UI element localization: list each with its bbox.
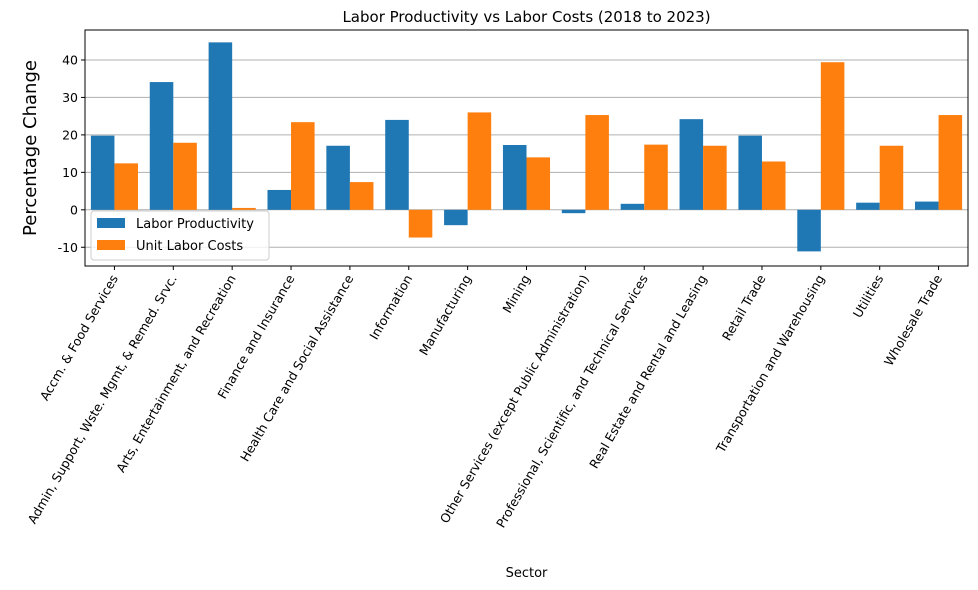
legend-swatch-labor-productivity: [97, 218, 125, 228]
bar-unit-labor-costs: [349, 182, 374, 210]
bar-unit-labor-costs: [879, 145, 904, 210]
bar-labor-productivity: [797, 209, 821, 252]
bar-labor-productivity: [208, 42, 233, 210]
bar-unit-labor-costs: [291, 122, 315, 210]
legend-label-labor-productivity: Labor Productivity: [136, 217, 254, 232]
bar-labor-productivity: [149, 82, 174, 210]
bars: [90, 42, 963, 252]
bar-unit-labor-costs: [761, 161, 786, 210]
legend-box: [90, 210, 270, 261]
bar-unit-labor-costs: [408, 209, 433, 238]
bar-labor-productivity: [444, 209, 468, 226]
bar-unit-labor-costs: [232, 207, 256, 210]
y-axis-label: Percentage Change: [20, 60, 41, 236]
bar-unit-labor-costs: [703, 145, 727, 210]
y-tick-label: 40: [62, 52, 78, 67]
x-tick-label: Utilities: [850, 272, 887, 320]
y-tick-label: 30: [62, 90, 78, 105]
x-tick-label: Information: [366, 272, 415, 342]
bar-labor-productivity: [90, 135, 115, 210]
legend-swatch-unit-labor-costs: [97, 240, 125, 250]
y-tick-label: 10: [62, 165, 78, 180]
y-tick-label: -10: [58, 240, 78, 255]
plot-frame: [84, 29, 969, 267]
y-tick-labels: -10 0 10 20 30 40: [58, 52, 78, 254]
bar-unit-labor-costs: [938, 115, 963, 210]
bar-labor-productivity: [856, 202, 880, 210]
bar-labor-productivity: [915, 201, 939, 210]
x-tick-label: Health Care and Social Assistance: [237, 272, 357, 464]
legend-label-unit-labor-costs: Unit Labor Costs: [136, 239, 243, 254]
chart-title: Labor Productivity vs Labor Costs (2018 …: [342, 8, 710, 26]
bar-unit-labor-costs: [467, 112, 492, 210]
bar-labor-productivity: [502, 145, 527, 210]
x-tick-label: Manufacturing: [416, 272, 474, 358]
y-tick-label: 0: [70, 202, 78, 217]
x-tick-label: Arts, Entertainment, and Recreation: [113, 272, 239, 475]
bar-labor-productivity: [326, 145, 350, 210]
bar-labor-productivity: [620, 203, 645, 210]
x-tick-label: Wholesale Trade: [881, 272, 945, 369]
x-tick-label: Mining: [499, 272, 533, 315]
bar-labor-productivity: [561, 209, 586, 214]
x-axis-label: Sector: [506, 566, 548, 581]
y-tick-label: 20: [62, 127, 78, 142]
bar-unit-labor-costs: [114, 163, 138, 210]
bar-labor-productivity: [267, 189, 292, 210]
bar-unit-labor-costs: [526, 157, 551, 210]
x-tick-label: Transportation and Warehousing: [713, 272, 828, 456]
bar-unit-labor-costs: [820, 62, 845, 210]
bar-unit-labor-costs: [585, 115, 609, 210]
bar-unit-labor-costs: [644, 144, 668, 210]
bar-labor-productivity: [738, 135, 762, 210]
bar-labor-productivity: [679, 119, 704, 210]
x-tick-label: Retail Trade: [719, 272, 769, 343]
bar-unit-labor-costs: [173, 142, 197, 210]
x-tick-label: Real Estate and Rental and Leasing: [586, 272, 710, 471]
legend: Labor Productivity Unit Labor Costs: [90, 210, 270, 261]
bar-labor-productivity: [385, 119, 409, 210]
axes: [81, 29, 969, 270]
